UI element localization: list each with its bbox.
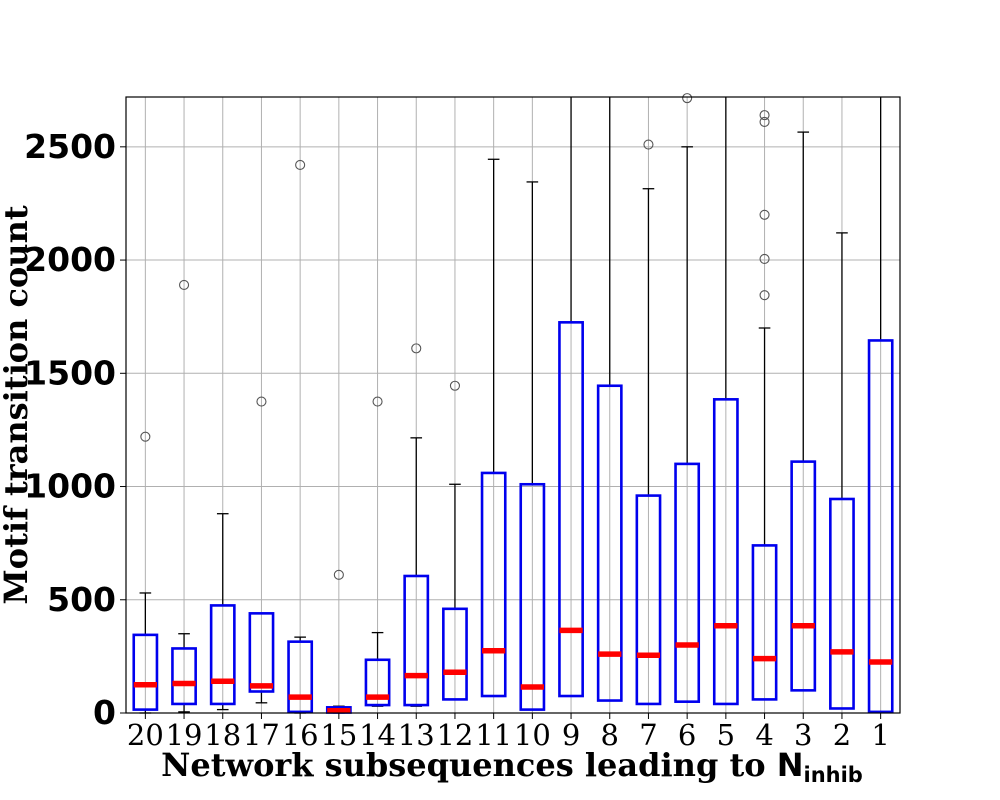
iqr-box	[403, 574, 430, 707]
x-tick-label: 9	[562, 718, 580, 752]
outlier-point	[449, 380, 461, 391]
iqr-box	[171, 647, 197, 706]
x-tick-label: 1	[871, 718, 889, 752]
box-11	[480, 158, 507, 698]
y-tick-label: 2000	[24, 240, 116, 279]
x-axis-title: Network subsequences leading to Ninhib	[161, 746, 863, 787]
outlier-point	[256, 396, 267, 407]
box-5	[712, 97, 739, 706]
outlier-point	[179, 279, 190, 291]
box-14	[364, 396, 391, 707]
outlier-point	[372, 396, 383, 407]
outlier-point	[333, 569, 344, 580]
box-19	[171, 279, 197, 713]
iqr-box	[287, 640, 314, 714]
x-tick-label: 2	[833, 718, 851, 752]
outlier-point	[140, 431, 151, 442]
outlier-point	[682, 93, 693, 104]
iqr-box	[132, 633, 159, 711]
box-8	[596, 97, 623, 702]
iqr-box	[248, 612, 275, 693]
outlier-point	[759, 116, 770, 127]
iqr-box	[558, 321, 584, 698]
x-tick-label: 10	[514, 718, 551, 752]
outlier-point	[759, 253, 770, 264]
x-tick-label: 6	[678, 718, 696, 752]
y-tick-label: 2500	[24, 127, 116, 166]
x-tick-label: 13	[398, 718, 435, 752]
outlier-point	[759, 209, 770, 220]
box-3	[790, 131, 817, 692]
outlier-point	[759, 290, 770, 301]
y-tick-label: 1500	[24, 353, 116, 392]
x-tick-label: 5	[717, 718, 735, 752]
y-axis-ticks: 0 500 1000 1500 2000 2500	[24, 127, 126, 732]
x-tick-label: 12	[436, 718, 473, 752]
iqr-box	[442, 607, 468, 701]
iqr-box	[712, 398, 739, 706]
iqr-box	[751, 544, 778, 701]
iqr-box	[867, 339, 894, 714]
box-18	[209, 513, 236, 711]
iqr-box	[209, 604, 236, 706]
outlier-point	[643, 139, 654, 150]
box-1	[867, 97, 894, 714]
box-4	[751, 110, 778, 701]
x-axis-title-symbol: N	[777, 746, 804, 784]
x-tick-label: 20	[127, 718, 164, 752]
x-tick-label: 17	[243, 718, 280, 752]
x-axis-title-main: Network subsequences leading to	[161, 746, 777, 784]
iqr-box	[829, 497, 855, 710]
grid-layer	[126, 97, 900, 714]
box-12	[442, 380, 468, 701]
x-tick-label: 18	[204, 718, 241, 752]
x-tick-label: 4	[755, 718, 773, 752]
x-tick-label: 15	[320, 718, 357, 752]
outlier-point	[411, 343, 422, 354]
box-20	[132, 431, 159, 714]
x-axis-title-subscript: inhib	[804, 763, 863, 787]
plot-frame	[125, 96, 901, 714]
x-tick-label: 19	[166, 718, 203, 752]
x-tick-label: 16	[282, 718, 319, 752]
box-17	[248, 396, 275, 704]
y-tick-label: 500	[47, 580, 116, 619]
y-axis-title: Motif transition count	[0, 205, 35, 604]
outlier-point	[759, 110, 770, 121]
box-6	[674, 93, 701, 703]
iqr-box	[790, 460, 817, 692]
box-10	[519, 181, 546, 711]
x-tick-label: 11	[475, 718, 512, 752]
iqr-box	[519, 482, 546, 711]
outlier-point	[295, 159, 306, 170]
iqr-box	[635, 494, 662, 706]
box-layer	[132, 93, 894, 714]
y-tick-label: 1000	[24, 467, 116, 506]
box-2	[829, 232, 855, 710]
x-tick-label: 3	[794, 718, 812, 752]
iqr-box	[596, 384, 623, 702]
iqr-box	[674, 462, 701, 703]
iqr-box	[480, 471, 507, 698]
x-axis-ticks: 20 19 18 17 16 15 14 13 12 11 10 9 8 7 6 5 4 3 2 1	[127, 713, 890, 752]
x-tick-label: 7	[639, 718, 657, 752]
x-tick-label: 8	[601, 718, 619, 752]
x-tick-label: 14	[359, 718, 396, 752]
iqr-box	[364, 658, 391, 707]
box-13	[403, 343, 430, 707]
box-9	[558, 97, 584, 698]
y-tick-label: 0	[93, 693, 116, 732]
box-7	[635, 139, 662, 706]
